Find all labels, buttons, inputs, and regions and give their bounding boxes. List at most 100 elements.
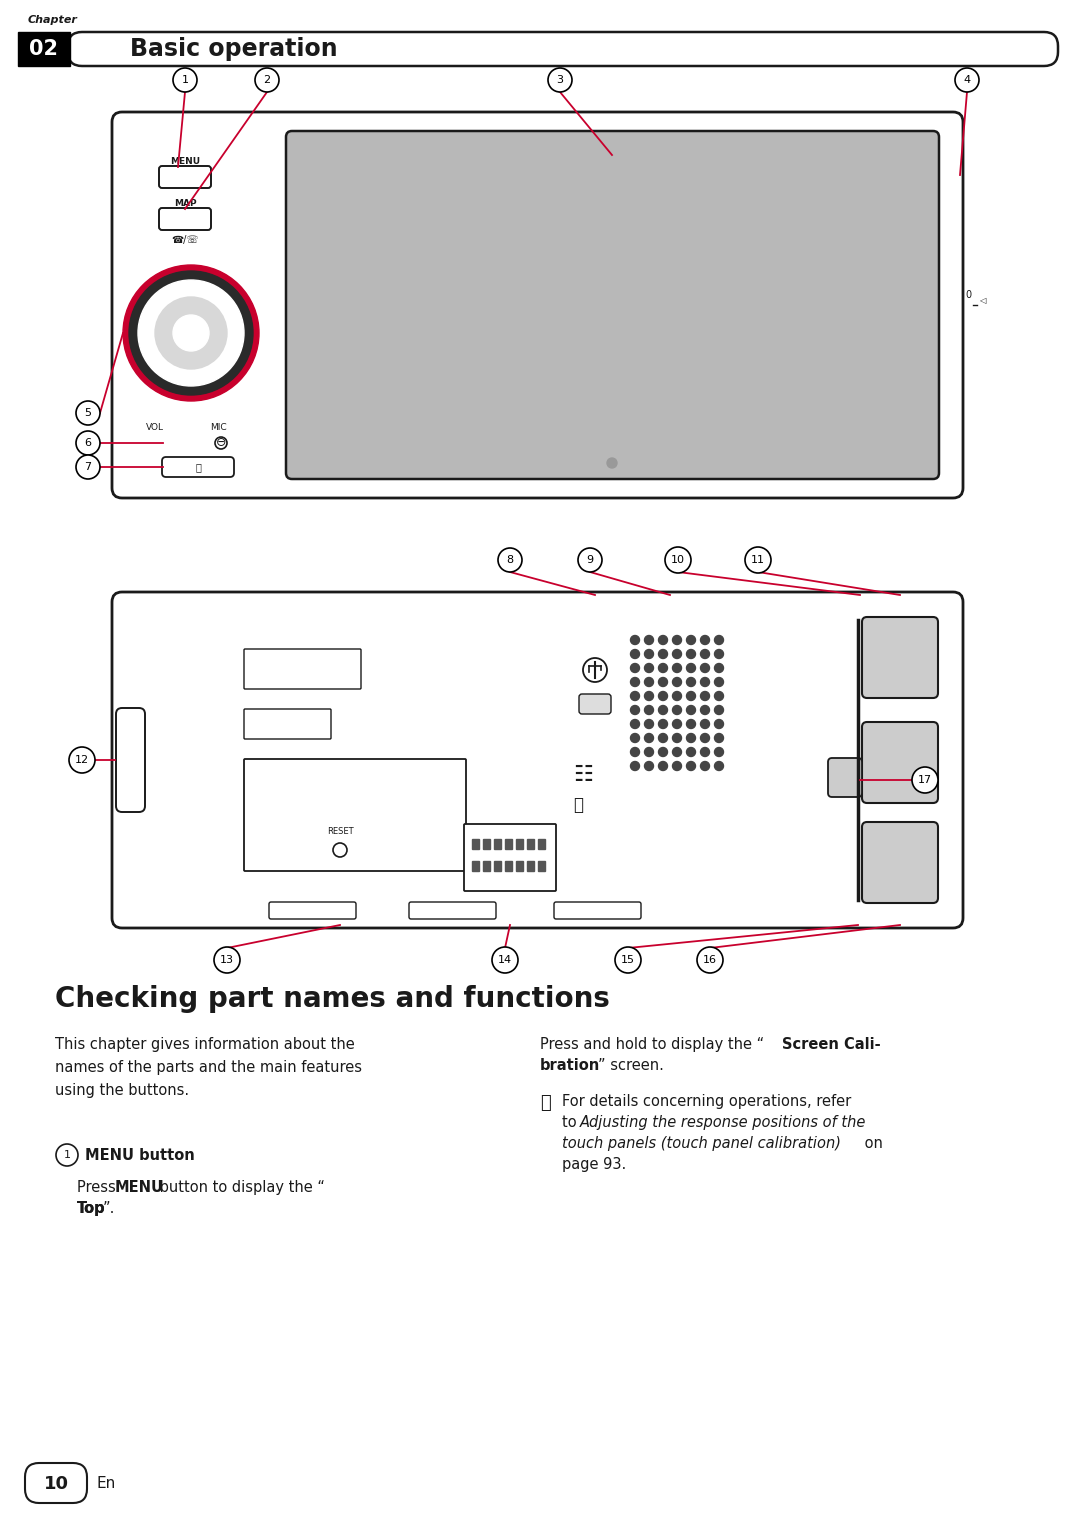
Bar	[527, 861, 534, 872]
Circle shape	[687, 664, 696, 673]
FancyBboxPatch shape	[862, 618, 939, 699]
Circle shape	[548, 67, 572, 92]
Circle shape	[631, 691, 639, 700]
Circle shape	[701, 636, 710, 645]
FancyBboxPatch shape	[112, 592, 963, 928]
Circle shape	[715, 734, 724, 743]
Circle shape	[645, 748, 653, 757]
Text: Basic operation: Basic operation	[130, 37, 338, 61]
Bar	[516, 861, 523, 872]
Text: ⊖: ⊖	[216, 436, 226, 450]
FancyBboxPatch shape	[244, 709, 330, 739]
Text: ☷: ☷	[573, 764, 593, 784]
Circle shape	[715, 664, 724, 673]
Circle shape	[659, 650, 667, 659]
Text: to: to	[562, 1115, 581, 1130]
Text: ☎/☏: ☎/☏	[172, 235, 199, 245]
Text: 12: 12	[75, 755, 89, 764]
Circle shape	[156, 297, 227, 368]
Circle shape	[659, 691, 667, 700]
FancyBboxPatch shape	[18, 32, 70, 66]
Circle shape	[701, 720, 710, 728]
Text: 13: 13	[220, 956, 234, 965]
Circle shape	[498, 547, 522, 572]
Text: touch panels (touch panel calibration): touch panels (touch panel calibration)	[562, 1136, 841, 1151]
Text: 11: 11	[751, 555, 765, 566]
FancyBboxPatch shape	[112, 112, 963, 498]
Text: VOL: VOL	[146, 424, 164, 433]
Circle shape	[701, 650, 710, 659]
Bar	[483, 839, 490, 849]
Text: MENU: MENU	[114, 1180, 164, 1196]
Circle shape	[578, 547, 602, 572]
Circle shape	[701, 705, 710, 714]
Text: 2: 2	[264, 75, 271, 86]
Text: ⏚: ⏚	[573, 797, 583, 813]
Circle shape	[687, 705, 696, 714]
Circle shape	[701, 748, 710, 757]
Text: MENU: MENU	[170, 156, 200, 165]
Circle shape	[659, 677, 667, 687]
Bar	[472, 861, 480, 872]
Circle shape	[673, 734, 681, 743]
Text: 4: 4	[963, 75, 971, 86]
Circle shape	[645, 734, 653, 743]
Circle shape	[659, 705, 667, 714]
Circle shape	[673, 720, 681, 728]
Bar	[516, 839, 523, 849]
Circle shape	[673, 650, 681, 659]
Circle shape	[615, 946, 642, 972]
Circle shape	[701, 664, 710, 673]
Circle shape	[955, 67, 978, 92]
Text: button to display the “: button to display the “	[156, 1180, 325, 1196]
Bar	[494, 839, 501, 849]
FancyBboxPatch shape	[162, 457, 234, 477]
Text: 5: 5	[84, 408, 92, 417]
FancyBboxPatch shape	[159, 167, 211, 188]
Circle shape	[687, 748, 696, 757]
Circle shape	[715, 761, 724, 771]
Circle shape	[715, 691, 724, 700]
Bar	[505, 839, 512, 849]
FancyBboxPatch shape	[269, 902, 356, 919]
Circle shape	[138, 280, 244, 385]
Text: Press: Press	[77, 1180, 120, 1196]
Circle shape	[715, 650, 724, 659]
Circle shape	[701, 734, 710, 743]
Text: on: on	[860, 1136, 882, 1151]
Circle shape	[687, 636, 696, 645]
FancyBboxPatch shape	[244, 758, 465, 872]
Circle shape	[645, 705, 653, 714]
Text: 10: 10	[43, 1475, 68, 1492]
Circle shape	[673, 691, 681, 700]
Circle shape	[129, 271, 253, 394]
Circle shape	[715, 720, 724, 728]
Circle shape	[645, 691, 653, 700]
Circle shape	[673, 664, 681, 673]
FancyBboxPatch shape	[828, 758, 862, 797]
Text: 3: 3	[556, 75, 564, 86]
FancyBboxPatch shape	[68, 32, 1058, 66]
Circle shape	[715, 748, 724, 757]
Circle shape	[76, 401, 100, 425]
Circle shape	[715, 636, 724, 645]
Bar	[527, 839, 534, 849]
Circle shape	[673, 761, 681, 771]
Circle shape	[665, 547, 691, 573]
FancyBboxPatch shape	[25, 1463, 87, 1503]
Text: 10: 10	[671, 555, 685, 566]
Circle shape	[69, 748, 95, 774]
FancyBboxPatch shape	[862, 722, 939, 803]
Circle shape	[214, 946, 240, 972]
Circle shape	[701, 677, 710, 687]
Bar	[483, 861, 490, 872]
Circle shape	[659, 664, 667, 673]
Text: Chapter: Chapter	[28, 15, 78, 24]
Text: This chapter gives information about the
names of the parts and the main feature: This chapter gives information about the…	[55, 1037, 362, 1098]
Circle shape	[687, 734, 696, 743]
Text: bration: bration	[540, 1058, 600, 1073]
Text: En: En	[96, 1477, 116, 1491]
Circle shape	[631, 720, 639, 728]
Circle shape	[76, 431, 100, 456]
FancyBboxPatch shape	[159, 208, 211, 229]
